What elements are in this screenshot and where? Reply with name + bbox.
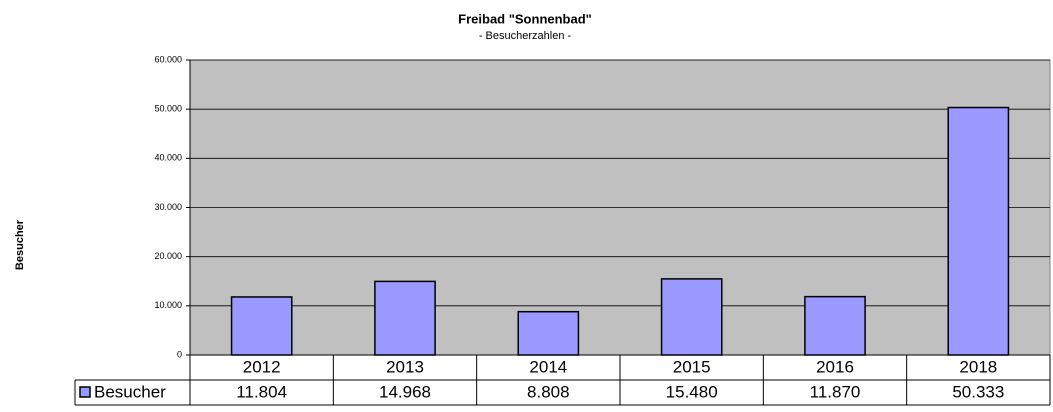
x-tick-label: 2012 <box>243 357 281 376</box>
bar <box>660 278 723 356</box>
x-tick-label: 2015 <box>673 357 711 376</box>
x-tick-label: 2018 <box>959 357 997 376</box>
bar <box>230 296 293 356</box>
chart-subtitle: - Besucherzahlen - <box>479 30 572 42</box>
y-tick-label: 40.000 <box>154 153 182 163</box>
y-tick-label: 20.000 <box>154 251 182 261</box>
data-table-value: 11.804 <box>236 382 287 401</box>
data-table-value: 15.480 <box>666 382 718 401</box>
chart-title: Freibad "Sonnenbad" <box>458 11 592 26</box>
y-axis-label: Besucher <box>14 219 26 270</box>
y-tick-label: 0 <box>177 349 182 359</box>
x-tick-label: 2014 <box>529 357 567 376</box>
bar <box>804 295 866 356</box>
x-tick-label: 2016 <box>816 357 854 376</box>
data-table-value: 14.968 <box>379 382 431 401</box>
legend-label: Besucher <box>94 382 166 401</box>
y-tick-label: 30.000 <box>154 202 182 212</box>
y-tick-label: 10.000 <box>154 300 182 310</box>
bar <box>374 280 436 356</box>
legend-key <box>79 386 91 398</box>
bar <box>517 310 580 356</box>
data-table-value: 11.870 <box>810 382 861 401</box>
bar <box>947 106 1010 356</box>
y-tick-label: 50.000 <box>154 104 182 114</box>
y-tick-label: 60.000 <box>154 54 182 64</box>
x-tick-label: 2013 <box>386 357 424 376</box>
data-table-value: 8.808 <box>527 382 570 401</box>
data-table-value: 50.333 <box>952 382 1004 401</box>
